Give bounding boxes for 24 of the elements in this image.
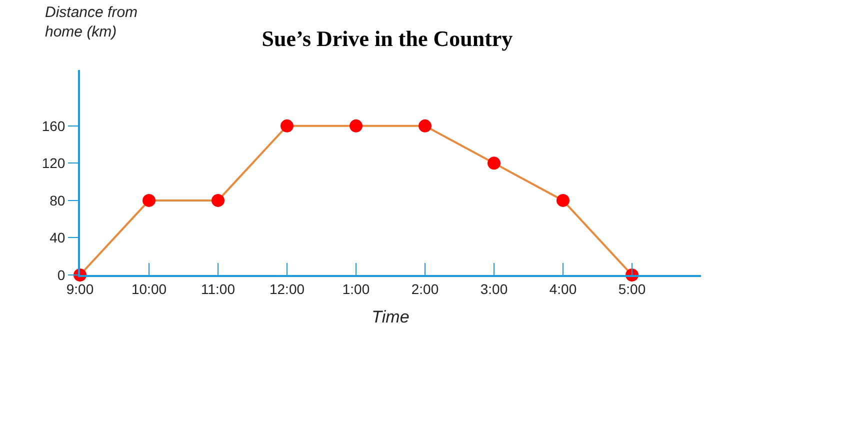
y-tick-label: 40 [50,230,66,246]
y-tick-label: 80 [50,192,66,208]
point [556,194,570,207]
x-axis-title: Time [372,308,410,327]
x-tick-label: 11:00 [201,280,236,297]
y-tick-label: 0 [57,266,66,283]
x-tick-label: 4:00 [549,280,577,297]
x-tick-label: 3:00 [480,280,508,297]
point [418,119,432,132]
x-tick-label: 9:00 [66,280,94,297]
point [488,156,500,170]
x-tick-label: 12:00 [269,280,305,297]
chart-title: Sue’s Drive in the Country [262,26,513,51]
point [350,119,362,132]
point [212,194,224,207]
x-tick-label: 1:00 [342,280,370,297]
point [142,194,156,207]
x-tick-label: 5:00 [618,280,646,297]
y-axis-title: Distance from home (km) [45,4,138,40]
x-tick-label: 2:00 [411,280,439,297]
x-tick-label: 10:00 [131,280,167,297]
point [280,119,294,132]
y-tick-label: 120 [42,155,66,172]
y-tick-label: 160 [42,118,66,134]
